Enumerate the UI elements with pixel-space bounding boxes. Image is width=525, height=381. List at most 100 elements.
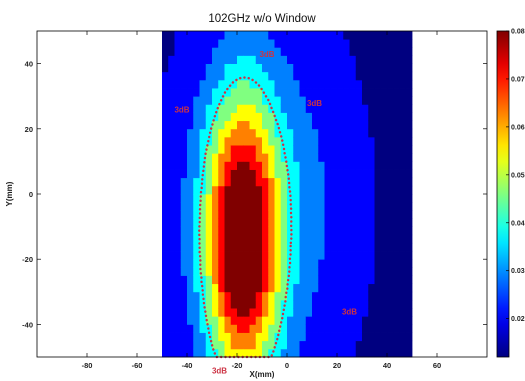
heatmap-cell — [230, 161, 238, 170]
heatmap-cell — [374, 71, 382, 81]
heatmap-cell — [349, 218, 357, 227]
heatmap-cell — [337, 202, 344, 211]
heatmap-cell — [230, 348, 238, 358]
heatmap-cell — [299, 340, 307, 350]
heatmap-cell — [255, 71, 263, 81]
heatmap-cell — [180, 332, 188, 342]
heatmap-cell — [224, 275, 232, 285]
heatmap-cell — [168, 194, 175, 203]
heatmap-cell — [199, 210, 207, 219]
heatmap-cell — [387, 299, 394, 309]
heatmap-cell — [255, 169, 263, 179]
heatmap-cell — [380, 242, 388, 252]
heatmap-cell — [293, 210, 300, 219]
heatmap-cell — [312, 340, 319, 350]
heatmap-cell — [399, 308, 407, 317]
heatmap-cell — [349, 79, 357, 89]
heatmap-cell — [312, 275, 319, 285]
heatmap-cell — [168, 308, 175, 317]
heatmap-cell — [237, 145, 244, 154]
heatmap-cell — [374, 177, 382, 187]
heatmap-cell — [368, 71, 375, 81]
heatmap-cell — [305, 251, 313, 260]
heatmap-cell — [274, 316, 282, 325]
heatmap-cell — [262, 299, 269, 309]
heatmap-cell — [187, 259, 194, 268]
heatmap-cell — [230, 88, 238, 97]
heatmap-cell — [368, 145, 375, 154]
heatmap-cell — [305, 88, 313, 97]
heatmap-cell — [330, 348, 338, 358]
heatmap-cell — [212, 291, 219, 301]
heatmap-cell — [312, 291, 319, 301]
heatmap-cell — [224, 71, 232, 81]
heatmap-cell — [293, 153, 300, 162]
heatmap-cell — [237, 202, 244, 211]
heatmap-cell — [262, 39, 269, 48]
heatmap-cell — [330, 185, 338, 195]
heatmap-cell — [262, 275, 269, 285]
heatmap-cell — [349, 308, 357, 317]
heatmap-cell — [337, 88, 344, 97]
heatmap-cell — [168, 153, 175, 162]
heatmap-cell — [343, 275, 350, 285]
heatmap-cell — [268, 120, 275, 130]
heatmap-cell — [380, 63, 388, 73]
heatmap-cell — [274, 267, 282, 276]
heatmap-cell — [299, 308, 307, 317]
heatmap-cell — [355, 177, 363, 187]
heatmap-cell — [393, 234, 400, 244]
heatmap-cell — [249, 218, 257, 227]
heatmap-cell — [337, 136, 344, 146]
heatmap-cell — [287, 39, 294, 48]
heatmap-cell — [318, 218, 325, 227]
heatmap-cell — [199, 267, 207, 276]
heatmap-cell — [168, 145, 175, 154]
heatmap-cell — [274, 79, 282, 89]
heatmap-cell — [274, 128, 282, 138]
heatmap-cell — [205, 202, 213, 211]
heatmap-cell — [299, 332, 307, 342]
heatmap-cell — [318, 291, 325, 301]
heatmap-cell — [187, 47, 194, 56]
heatmap-cell — [218, 47, 225, 56]
heatmap-cell — [268, 299, 275, 309]
heatmap-cell — [293, 348, 300, 358]
heatmap-cell — [193, 128, 200, 138]
heatmap-cell — [318, 275, 325, 285]
heatmap-cell — [387, 31, 394, 40]
heatmap-cell — [305, 275, 313, 285]
heatmap-cell — [237, 104, 244, 113]
heatmap-cell — [243, 348, 250, 358]
heatmap-cell — [387, 39, 394, 48]
heatmap-cell — [355, 71, 363, 81]
heatmap-cell — [287, 47, 294, 56]
heatmap-cell — [287, 210, 294, 219]
heatmap-cell — [262, 259, 269, 268]
heatmap-cell — [193, 104, 200, 113]
heatmap-cell — [355, 47, 363, 56]
heatmap-cell — [180, 291, 188, 301]
heatmap-cell — [293, 226, 300, 236]
heatmap-cell — [318, 39, 325, 48]
heatmap-cell — [299, 79, 307, 89]
heatmap-cell — [255, 79, 263, 89]
heatmap-cell — [274, 194, 282, 203]
heatmap-cell — [230, 177, 238, 187]
heatmap-cell — [262, 291, 269, 301]
heatmap-cell — [212, 218, 219, 227]
heatmap-cell — [299, 136, 307, 146]
heatmap-cell — [355, 79, 363, 89]
heatmap-cell — [349, 128, 357, 138]
heatmap-cell — [199, 251, 207, 260]
heatmap-cell — [343, 39, 350, 48]
heatmap-cell — [312, 136, 319, 146]
heatmap-cell — [299, 39, 307, 48]
heatmap-cell — [324, 299, 332, 309]
heatmap-cell — [330, 226, 338, 236]
heatmap-cell — [255, 31, 263, 40]
heatmap-cell — [230, 120, 238, 130]
heatmap-cell — [299, 267, 307, 276]
heatmap-cell — [330, 283, 338, 293]
heatmap-cell — [199, 120, 207, 130]
